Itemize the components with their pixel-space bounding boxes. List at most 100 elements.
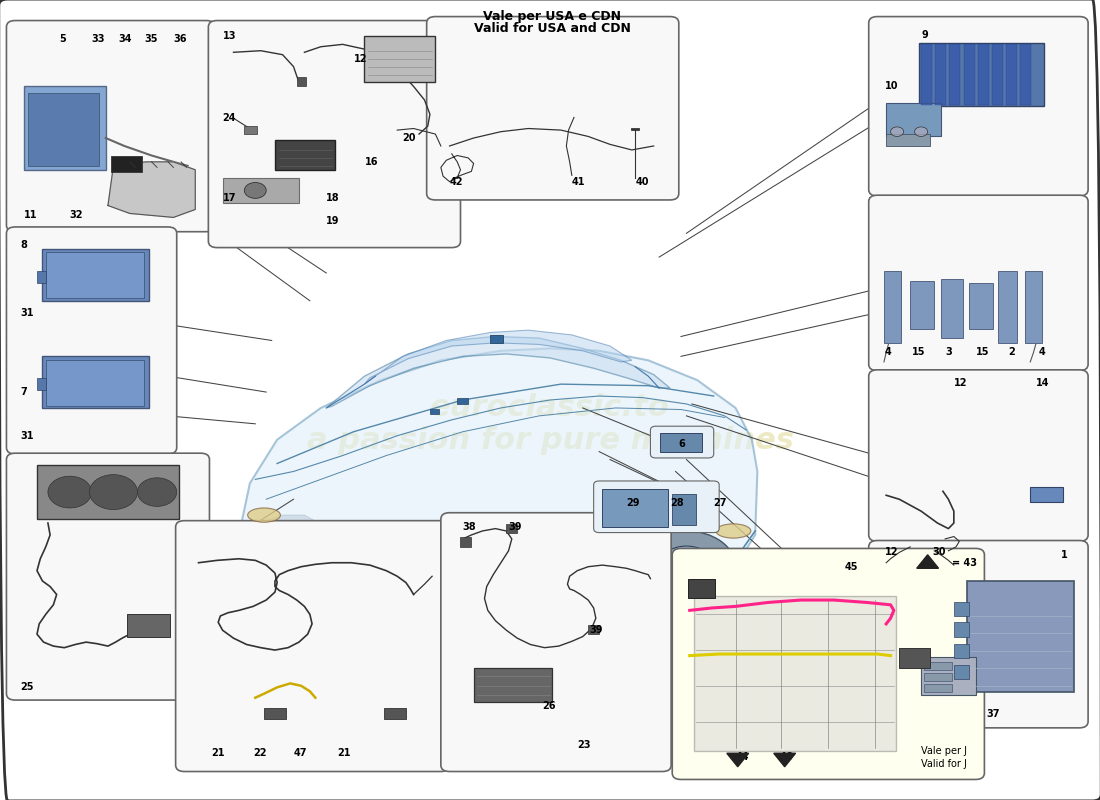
Bar (992, 44, 1003, 105)
Text: 8: 8 (21, 240, 28, 250)
FancyBboxPatch shape (441, 513, 671, 771)
Text: 32: 32 (69, 210, 84, 220)
Bar (998, 271, 1018, 343)
Bar (37, 465, 179, 519)
Polygon shape (916, 554, 938, 568)
Bar (29, 93, 99, 166)
Text: 12: 12 (886, 547, 899, 558)
Bar (918, 42, 1044, 106)
Text: 42: 42 (450, 177, 463, 186)
Bar (688, 578, 715, 598)
Text: 27: 27 (714, 498, 727, 508)
FancyBboxPatch shape (7, 227, 177, 454)
Bar (921, 44, 932, 105)
Text: Vale per J: Vale per J (921, 746, 967, 756)
Polygon shape (108, 162, 196, 218)
Bar (430, 409, 439, 414)
FancyBboxPatch shape (7, 21, 214, 232)
Circle shape (278, 534, 327, 568)
Circle shape (914, 127, 927, 137)
FancyBboxPatch shape (208, 21, 461, 247)
Bar (24, 86, 106, 170)
Bar (887, 103, 940, 137)
Bar (275, 140, 336, 170)
Text: 45: 45 (845, 562, 858, 572)
Bar (969, 282, 993, 329)
Text: 30: 30 (932, 547, 946, 558)
Text: 19: 19 (327, 216, 340, 226)
Bar (949, 44, 960, 105)
Text: 14: 14 (1036, 378, 1049, 387)
Bar (588, 625, 600, 634)
Bar (126, 614, 170, 637)
FancyBboxPatch shape (869, 370, 1088, 542)
Bar (1031, 487, 1063, 502)
Bar (458, 398, 469, 404)
Bar (978, 44, 989, 105)
Text: 37: 37 (987, 709, 1000, 718)
Text: 29: 29 (626, 498, 640, 508)
Text: 13: 13 (222, 31, 236, 42)
Text: 21: 21 (211, 748, 226, 758)
Text: 38: 38 (463, 522, 476, 532)
Text: 39: 39 (508, 522, 522, 532)
Polygon shape (327, 337, 670, 408)
Text: 18: 18 (327, 193, 340, 202)
Ellipse shape (248, 508, 280, 522)
FancyBboxPatch shape (869, 195, 1088, 370)
Text: 6: 6 (679, 438, 685, 449)
Bar (900, 649, 930, 668)
Bar (264, 708, 286, 719)
Bar (244, 126, 257, 134)
Polygon shape (255, 515, 348, 584)
Polygon shape (773, 754, 795, 766)
Bar (384, 708, 406, 719)
Bar (921, 658, 976, 695)
Circle shape (48, 476, 91, 508)
Bar (222, 178, 299, 203)
Text: 3: 3 (945, 347, 952, 358)
Bar (490, 335, 503, 343)
Circle shape (138, 478, 177, 506)
FancyBboxPatch shape (869, 541, 1088, 728)
Text: 21: 21 (338, 748, 351, 758)
Text: 47: 47 (294, 748, 307, 758)
Circle shape (637, 531, 736, 602)
FancyBboxPatch shape (869, 17, 1088, 196)
Text: 28: 28 (670, 498, 684, 508)
FancyBboxPatch shape (650, 426, 714, 458)
Bar (1025, 271, 1043, 343)
Text: 17: 17 (222, 193, 236, 202)
Text: 22: 22 (253, 748, 266, 758)
Bar (924, 684, 952, 692)
Text: 4: 4 (1040, 347, 1046, 358)
Text: 36: 36 (174, 34, 187, 44)
Bar (43, 356, 150, 408)
FancyBboxPatch shape (176, 521, 450, 771)
FancyBboxPatch shape (672, 549, 984, 779)
Text: 12: 12 (353, 54, 367, 64)
Bar (46, 252, 144, 298)
Bar (924, 662, 952, 670)
Text: 4: 4 (886, 347, 892, 358)
Polygon shape (364, 330, 631, 384)
Text: euroclassic.to
a passion for pure machines: euroclassic.to a passion for pure machin… (307, 393, 793, 455)
Text: 20: 20 (403, 133, 416, 143)
Text: 40: 40 (635, 177, 649, 186)
Text: 12: 12 (954, 378, 967, 387)
Text: 26: 26 (542, 701, 556, 710)
Bar (37, 378, 46, 390)
Text: 2: 2 (1009, 347, 1015, 358)
Bar (1006, 44, 1018, 105)
Text: 24: 24 (222, 113, 236, 123)
Bar (910, 281, 934, 329)
Text: 41: 41 (572, 177, 585, 186)
Text: 31: 31 (21, 308, 34, 318)
Text: Vale per USA e CDN: Vale per USA e CDN (483, 10, 621, 23)
Bar (1021, 44, 1032, 105)
Circle shape (891, 127, 903, 137)
Text: 46: 46 (779, 752, 793, 762)
Text: 44: 44 (736, 752, 749, 762)
Bar (924, 673, 952, 681)
FancyBboxPatch shape (7, 453, 209, 700)
